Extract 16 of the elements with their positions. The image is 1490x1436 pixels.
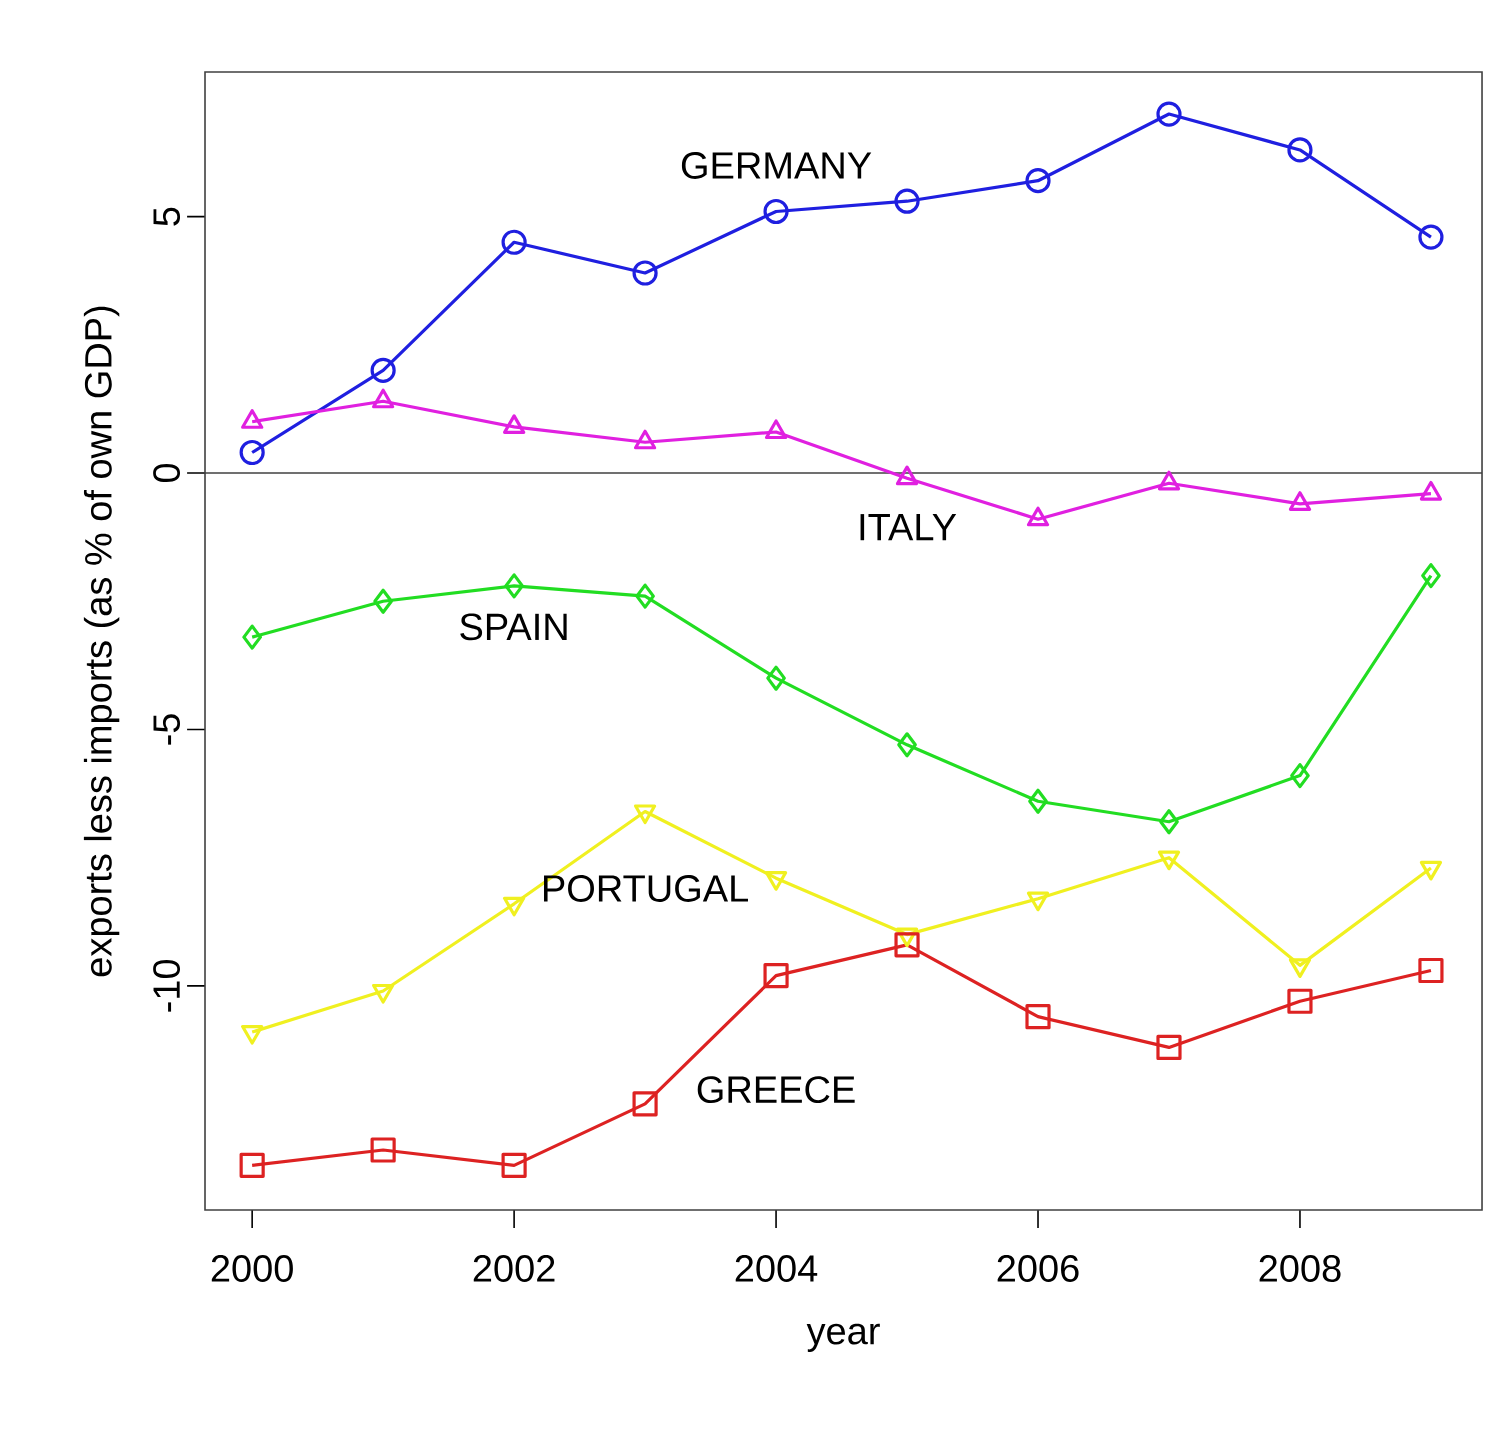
- y-tick-label: 0: [153, 463, 181, 483]
- x-axis-title: year: [806, 1323, 880, 1353]
- x-tick-label: 2008: [1259, 1255, 1341, 1282]
- series-label: PORTUGAL: [544, 875, 748, 902]
- x-tick-label: 2000: [211, 1255, 293, 1282]
- x-tick-label: 2004: [735, 1255, 818, 1282]
- series-label: GREECE: [697, 1076, 855, 1104]
- y-axis-title: exports less imports (as % of own GDP): [83, 306, 120, 977]
- x-tick-label: 2002: [473, 1255, 555, 1282]
- series-label: ITALY: [860, 514, 957, 541]
- y-tick-label: -5: [153, 714, 181, 745]
- y-tick-label: -10: [153, 959, 181, 1012]
- x-tick-label: 2006: [997, 1255, 1079, 1282]
- series-label: GERMANY: [681, 152, 872, 179]
- series-label: SPAIN: [460, 613, 567, 641]
- y-tick-label: 5: [153, 207, 181, 226]
